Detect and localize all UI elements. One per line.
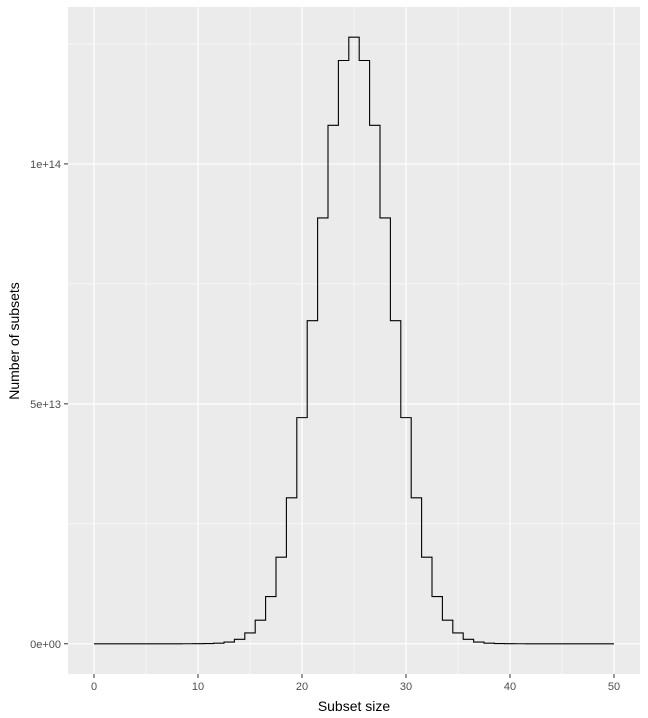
x-tick-label: 0 bbox=[91, 681, 97, 693]
y-tick-label: 1e+14 bbox=[30, 159, 61, 171]
x-tick-label: 20 bbox=[296, 681, 308, 693]
y-tick-label: 5e+13 bbox=[30, 399, 61, 411]
y-axis: 0e+00 5e+13 1e+14 bbox=[30, 159, 68, 651]
x-tick-label: 30 bbox=[400, 681, 412, 693]
y-tick-label: 0e+00 bbox=[30, 639, 61, 651]
x-tick-label: 40 bbox=[504, 681, 516, 693]
series-line bbox=[94, 36, 614, 645]
x-tick-label: 10 bbox=[192, 681, 204, 693]
x-axis-title: Subset size bbox=[318, 698, 391, 714]
x-tick-label: 50 bbox=[608, 681, 620, 693]
y-axis-title: Number of subsets bbox=[6, 282, 22, 400]
x-axis: 0 10 20 30 40 50 bbox=[91, 674, 620, 693]
grid-major bbox=[68, 7, 640, 674]
grid-minor bbox=[68, 7, 640, 674]
